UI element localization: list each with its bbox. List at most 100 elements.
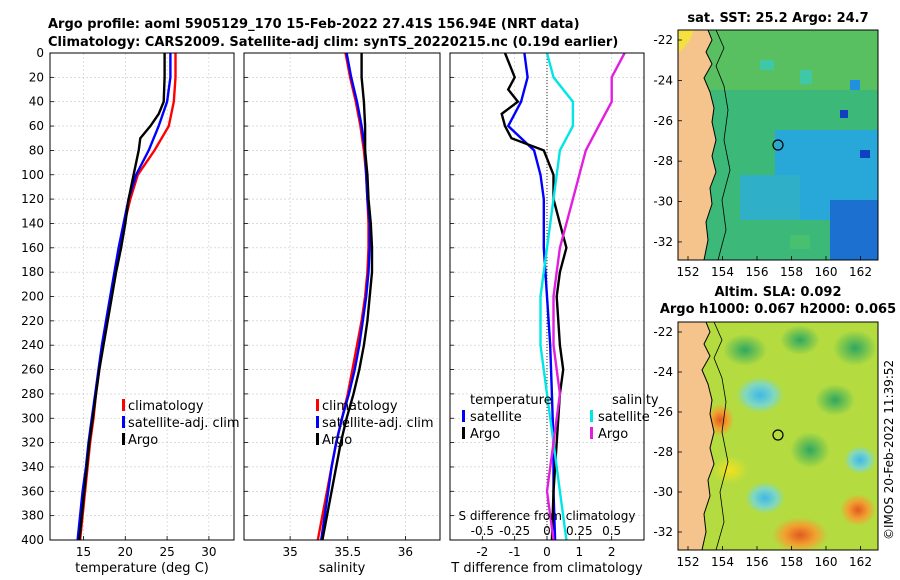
s-tick-label: -0.5 bbox=[471, 524, 494, 538]
lat-tick-label: -28 bbox=[653, 154, 673, 168]
figure-title-line2: Climatology: CARS2009. Satellite-adj cli… bbox=[48, 35, 618, 50]
sst-map bbox=[678, 30, 878, 260]
legend-marker-1 bbox=[122, 416, 125, 428]
sla-map-ticks: 152 154 156 158 160 162 -22 -24 -26 -28 -30 -32 bbox=[653, 325, 872, 569]
y-tick-label: 280 bbox=[21, 387, 44, 401]
y-tick-label: 160 bbox=[21, 241, 44, 255]
lon-tick-label: 156 bbox=[746, 555, 769, 569]
s-axis-label: S difference from climatology bbox=[459, 509, 636, 523]
lat-tick-label: -30 bbox=[653, 485, 673, 499]
sla-blob-10 bbox=[772, 517, 828, 550]
sst-coastline bbox=[703, 30, 717, 260]
x-tick-label: -1 bbox=[509, 545, 521, 559]
lat-tick-label: -24 bbox=[653, 73, 673, 87]
legend-label: Argo bbox=[128, 433, 158, 448]
x-tick-label: 30 bbox=[201, 545, 216, 559]
difference-panel: -2 -1 0 1 2 T difference from climatology temp… bbox=[449, 52, 659, 576]
x-tick-label: 1 bbox=[576, 545, 584, 559]
x-tick-label: 0 bbox=[543, 545, 551, 559]
sla-argo-marker bbox=[772, 429, 784, 441]
lon-tick-label: 160 bbox=[815, 265, 838, 279]
s-tick-label: -0.25 bbox=[499, 524, 530, 538]
sst-land bbox=[678, 30, 716, 260]
y-tick-label: 60 bbox=[29, 119, 44, 133]
sla-blob-11 bbox=[712, 456, 748, 484]
sst-patch-f bbox=[790, 235, 810, 249]
legend-marker-2 bbox=[590, 410, 593, 422]
sla-blob-3 bbox=[833, 330, 877, 366]
legend-marker-2 bbox=[316, 433, 319, 445]
lon-tick-label: 156 bbox=[746, 265, 769, 279]
legend-label: Argo bbox=[470, 427, 500, 442]
sst-patch-d bbox=[840, 110, 848, 118]
legend-marker-2 bbox=[122, 433, 125, 445]
temperature-xlabel: temperature (deg C) bbox=[75, 561, 209, 576]
y-tick-label: 400 bbox=[21, 533, 44, 547]
sla-map bbox=[678, 322, 878, 550]
timestamp: ©IMOS 20-Feb-2022 11:39:52 bbox=[882, 360, 896, 540]
legend-title-temperature: temperature bbox=[470, 393, 552, 408]
y-tick-label: 220 bbox=[21, 314, 44, 328]
lat-tick-label: -26 bbox=[653, 114, 673, 128]
legend-title-salinity: salinity bbox=[612, 393, 659, 408]
lon-tick-label: 162 bbox=[849, 555, 872, 569]
legend-label: satellite-adj. clim bbox=[128, 416, 240, 431]
x-tick-label: -2 bbox=[476, 545, 488, 559]
y-tick-label: 40 bbox=[29, 95, 44, 109]
y-tick-label: 380 bbox=[21, 509, 44, 523]
legend-marker-0 bbox=[462, 410, 465, 422]
sla-map-title-1: Altim. SLA: 0.092 bbox=[715, 285, 842, 300]
y-tick-label: 0 bbox=[36, 46, 44, 60]
series-line-argo bbox=[321, 53, 374, 541]
sla-blob-4 bbox=[736, 377, 784, 413]
sst-map-title: sat. SST: 25.2 Argo: 24.7 bbox=[687, 11, 868, 26]
sla-blob-9 bbox=[840, 494, 876, 526]
legend-marker-0 bbox=[316, 399, 319, 411]
sst-deep-patch bbox=[830, 200, 878, 260]
lat-tick-label: -30 bbox=[653, 195, 673, 209]
sla-blob-8 bbox=[745, 482, 785, 514]
temperature-panel: 0 20 40 60 80 100 120 140 160 180 200 220 240 260 280 3… bbox=[21, 46, 240, 576]
x-tick-label: 35 bbox=[282, 545, 297, 559]
series-line-argo bbox=[78, 53, 166, 541]
series-line-satellite-adj-clim bbox=[320, 52, 371, 541]
sla-blob-7 bbox=[790, 432, 830, 468]
legend-label: climatology bbox=[128, 399, 204, 414]
y-tick-label: 340 bbox=[21, 460, 44, 474]
lat-tick-label: -24 bbox=[653, 365, 673, 379]
sst-patch-b bbox=[800, 70, 812, 84]
lon-tick-label: 160 bbox=[815, 555, 838, 569]
lon-tick-label: 158 bbox=[780, 555, 803, 569]
y-tick-label: 360 bbox=[21, 484, 44, 498]
lon-tick-label: 152 bbox=[677, 555, 700, 569]
sla-blob-5 bbox=[815, 384, 855, 416]
s-tick-label: 0 bbox=[543, 524, 551, 538]
y-tick-label: 320 bbox=[21, 436, 44, 450]
sla-land bbox=[678, 322, 714, 550]
y-tick-label: 180 bbox=[21, 265, 44, 279]
lon-tick-label: 162 bbox=[849, 265, 872, 279]
temperature-frame bbox=[49, 52, 235, 541]
series-line-s-argo bbox=[545, 52, 626, 541]
sst-map-frame bbox=[677, 29, 879, 261]
difference-xlabel: T difference from climatology bbox=[450, 561, 643, 576]
legend-label: Argo bbox=[598, 427, 628, 442]
sla-coastline bbox=[701, 322, 715, 550]
y-tick-label: 240 bbox=[21, 338, 44, 352]
x-tick-label: 36 bbox=[398, 545, 413, 559]
legend-label: climatology bbox=[322, 399, 398, 414]
s-tick-label: 0.5 bbox=[602, 524, 621, 538]
lat-tick-label: -28 bbox=[653, 445, 673, 459]
sst-patch-e bbox=[860, 150, 870, 158]
sla-blob-1 bbox=[723, 334, 767, 366]
y-tick-label: 300 bbox=[21, 411, 44, 425]
sla-blob-2 bbox=[780, 325, 820, 355]
legend-marker-1 bbox=[462, 427, 465, 439]
x-tick-label: 15 bbox=[76, 545, 91, 559]
y-tick-label: 20 bbox=[29, 70, 44, 84]
y-tick-label: 100 bbox=[21, 168, 44, 182]
sst-patch-a bbox=[760, 60, 774, 70]
salinity-frame bbox=[243, 52, 441, 541]
legend-label: satellite-adj. clim bbox=[322, 416, 434, 431]
y-tick-label: 260 bbox=[21, 363, 44, 377]
